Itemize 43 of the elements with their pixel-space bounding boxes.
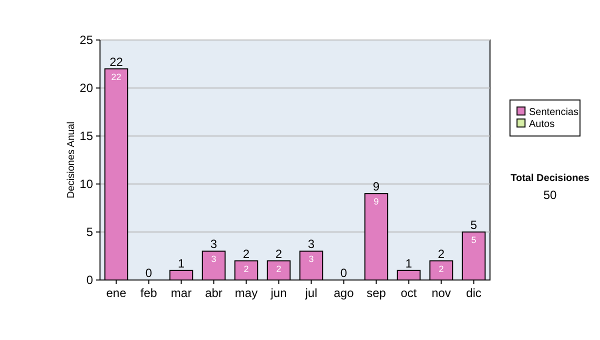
total-label: 9	[372, 180, 380, 194]
total-label: 1	[405, 256, 412, 270]
legend-label: Sentencias	[529, 107, 578, 118]
x-tick-label: ene	[106, 286, 127, 300]
text: Total Decisiones	[510, 173, 590, 184]
legend-label: Autos	[529, 119, 555, 130]
x-tick-label: jul	[304, 286, 318, 300]
x-tick-label: abr	[205, 286, 222, 300]
y-axis-title: Decisiones Anual	[66, 122, 77, 198]
x-tick-label: may	[234, 286, 258, 300]
x-tick-label: dic	[466, 286, 482, 300]
total-label: 2	[242, 246, 250, 261]
x-tick-label: jun	[270, 286, 287, 300]
x-tick-label: mar	[170, 286, 192, 300]
x-tick-label: oct	[400, 286, 418, 300]
total-label: 0	[340, 266, 348, 280]
total-label: 0	[145, 266, 152, 280]
total-label: 22	[110, 54, 124, 69]
y-tick-label: 5	[86, 225, 94, 239]
x-tick-label: nov	[432, 286, 451, 300]
y-tick-label: 0	[86, 273, 94, 287]
x-tick-label: sep	[366, 286, 386, 300]
total-label: 2	[275, 246, 282, 261]
total-label: 3	[210, 237, 218, 252]
total-label: 5	[470, 218, 478, 232]
y-tick-label: 20	[80, 81, 94, 95]
data-label: 2	[244, 264, 249, 274]
data-label: 3	[211, 254, 216, 264]
total-label: 2	[438, 246, 445, 261]
total-label: 3	[308, 237, 315, 252]
total-label: 1	[178, 256, 185, 270]
data-label: 2	[276, 264, 282, 274]
data-label: 2	[438, 264, 444, 274]
data-label: 3	[308, 254, 314, 264]
text: 50	[543, 188, 557, 202]
x-tick-label: ago	[334, 286, 354, 300]
data-label: 22	[111, 72, 122, 82]
y-tick-label: 10	[80, 177, 94, 191]
y-tick-label: 15	[80, 129, 94, 143]
data-label: 9	[374, 196, 379, 207]
x-tick-label: feb	[140, 286, 158, 300]
y-tick-label: 25	[80, 33, 94, 47]
data-label: 5	[471, 235, 476, 245]
